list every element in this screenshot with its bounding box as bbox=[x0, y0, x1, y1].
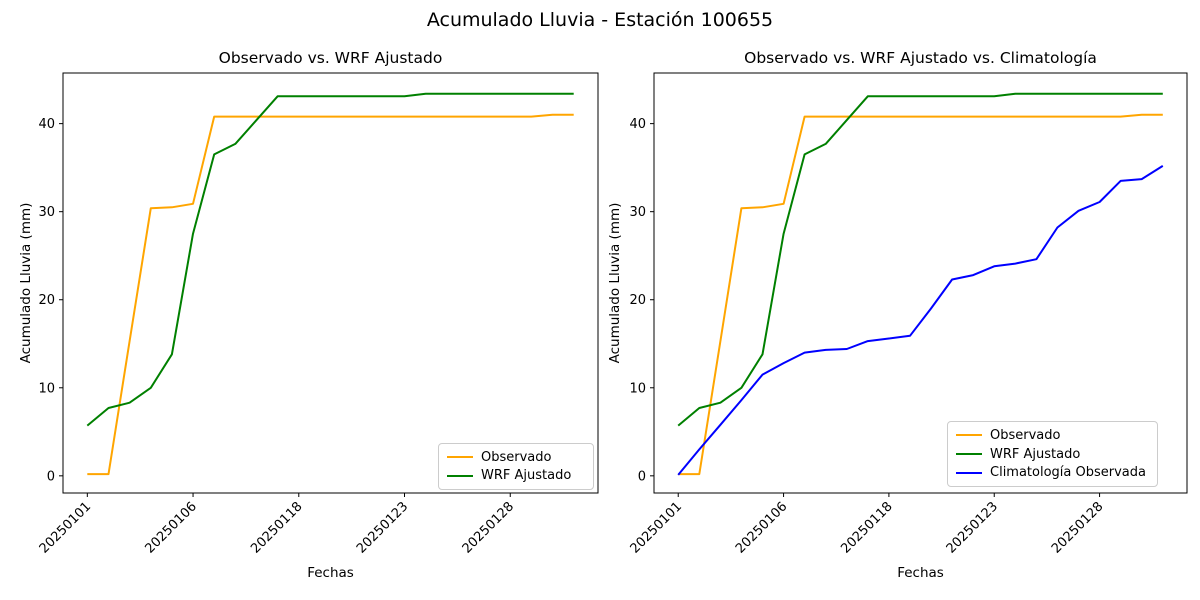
left-legend: Observado WRF Ajustado bbox=[438, 443, 594, 490]
y-tick-label: 0 bbox=[47, 469, 55, 484]
legend-item-wrf-ajustado: WRF Ajustado bbox=[447, 467, 585, 486]
x-tick-label: 20250123 bbox=[944, 499, 1001, 556]
y-tick-label: 0 bbox=[638, 469, 646, 484]
legend-label-wrf-ajustado: WRF Ajustado bbox=[990, 446, 1081, 462]
series-line-climatolog-a-observada bbox=[677, 165, 1164, 476]
legend-label-climatologia-observada: Climatología Observada bbox=[990, 465, 1146, 481]
x-tick-label: 20250118 bbox=[838, 499, 895, 556]
x-tick-label: 20250106 bbox=[733, 499, 790, 556]
y-tick-label: 20 bbox=[38, 293, 55, 308]
observado-line-swatch bbox=[447, 456, 473, 459]
climatologia-line-swatch bbox=[956, 471, 982, 474]
series-line-observado bbox=[678, 113, 1163, 476]
legend-item-observado: Observado bbox=[956, 426, 1149, 445]
y-tick-label: 10 bbox=[38, 381, 55, 396]
legend-label-observado: Observado bbox=[481, 449, 552, 465]
legend-item-wrf-ajustado: WRF Ajustado bbox=[956, 445, 1149, 464]
wrf-ajustado-line-swatch bbox=[447, 474, 473, 477]
axes-spines bbox=[653, 72, 1188, 494]
right-legend: Observado WRF Ajustado Climatología Obse… bbox=[947, 421, 1158, 487]
legend-item-climatologia-observada: Climatología Observada bbox=[956, 463, 1149, 482]
wrf-ajustado-line-swatch bbox=[956, 453, 982, 455]
x-tick-label: 20250106 bbox=[142, 499, 199, 556]
x-tick-label: 20250118 bbox=[248, 499, 305, 556]
right-x-axis-label: Fechas bbox=[897, 565, 944, 581]
series-line-wrf-ajustado bbox=[86, 92, 574, 427]
x-tick-label: 20250101 bbox=[628, 499, 685, 556]
y-tick-label: 10 bbox=[629, 381, 646, 396]
series-line-observado bbox=[87, 113, 574, 476]
x-tick-label: 20250123 bbox=[354, 499, 411, 556]
x-tick-label: 20250128 bbox=[1049, 499, 1106, 556]
x-tick-label: 20250128 bbox=[460, 499, 517, 556]
legend-label-observado: Observado bbox=[990, 427, 1061, 443]
legend-item-observado: Observado bbox=[447, 448, 585, 467]
y-tick-label: 40 bbox=[38, 117, 55, 132]
legend-label-wrf-ajustado: WRF Ajustado bbox=[481, 468, 572, 484]
left-subplot-title: Observado vs. WRF Ajustado bbox=[218, 49, 443, 67]
y-tick-label: 20 bbox=[629, 293, 646, 308]
figure-title: Acumulado Lluvia - Estación 100655 bbox=[426, 9, 774, 31]
right-subplot-title: Observado vs. WRF Ajustado vs. Climatolo… bbox=[744, 49, 1097, 67]
y-tick-label: 40 bbox=[629, 117, 646, 132]
y-tick-label: 30 bbox=[629, 205, 646, 220]
y-tick-label: 30 bbox=[38, 205, 55, 220]
observado-line-swatch bbox=[956, 434, 982, 437]
axes-spines bbox=[62, 72, 599, 494]
series-line-wrf-ajustado bbox=[677, 92, 1163, 427]
left-x-axis-label: Fechas bbox=[307, 565, 354, 581]
x-tick-label: 20250101 bbox=[37, 499, 94, 556]
